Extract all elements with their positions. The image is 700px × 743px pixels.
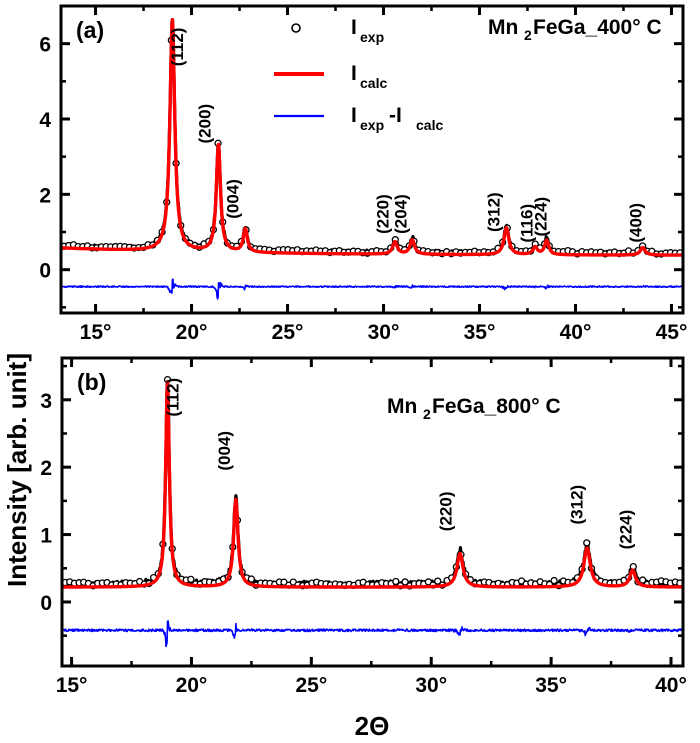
peak-label-224: (224) — [616, 510, 635, 550]
series-idiff — [62, 620, 683, 648]
marker-iexp — [187, 575, 195, 584]
x-tick-label: 20° — [176, 321, 208, 344]
sample-title-pre: Mn — [387, 395, 417, 418]
y-tick-label: 0 — [39, 260, 51, 283]
panel-content — [62, 375, 683, 648]
x-tick-label: 45° — [656, 321, 688, 344]
marker-iexp — [550, 576, 558, 585]
marker-iexp — [434, 577, 442, 585]
panel-label: (a) — [76, 17, 104, 43]
marker-iexp — [638, 576, 647, 584]
legend-label-icalc-base: I — [351, 62, 357, 85]
y-axis-title: Intensity [arb. unit] — [2, 353, 32, 587]
peak-label-220: (220) — [373, 194, 392, 234]
panel-b: (112) (004) (220) (312) (224) 15° 20° 25° 30° 35°… — [40, 356, 687, 697]
series-iexp-trace — [61, 17, 683, 257]
legend-label-idiff-sub: exp — [360, 117, 384, 133]
sample-title-pre: Mn — [488, 16, 518, 39]
x-tick-label: 15° — [80, 321, 112, 344]
peak-label-200: (200) — [196, 104, 215, 144]
y-tick-label: 4 — [39, 109, 51, 132]
sample-title: Mn 2 FeGa_400° C — [488, 16, 662, 43]
x-tick-label: 25° — [272, 321, 304, 344]
sample-title-post: FeGa_400° C — [533, 16, 662, 39]
peak-label-204: (204) — [392, 194, 411, 234]
legend-label-icalc-sub: calc — [360, 75, 387, 91]
x-tick-label: 25° — [295, 674, 327, 697]
x-tick-label: 30° — [368, 321, 400, 344]
x-tick-label: 40° — [560, 321, 592, 344]
y-tick-label: 2 — [39, 184, 51, 207]
peak-label-004: (004) — [224, 179, 243, 219]
panel-content — [61, 17, 683, 300]
x-tick-label: 30° — [415, 674, 447, 697]
y-tick-label: 2 — [40, 457, 52, 480]
y-tick-label: 3 — [40, 390, 52, 413]
peak-label-004: (004) — [215, 431, 234, 471]
peak-label-312: (312) — [567, 485, 586, 525]
peak-label-224: (224) — [532, 197, 551, 237]
series-iexp-markers — [61, 36, 683, 258]
plot-frame — [60, 356, 685, 668]
marker-iexp — [392, 577, 400, 586]
peak-label-312: (312) — [485, 192, 504, 232]
peak-label-112: (112) — [168, 28, 187, 67]
series-icalc — [61, 18, 683, 257]
legend-label-iexp-base: I — [351, 16, 357, 39]
sample-title-sub: 2 — [524, 27, 532, 43]
sample-title-sub: 2 — [423, 406, 431, 422]
peak-label-220: (220) — [437, 492, 456, 532]
series-idiff — [61, 278, 683, 300]
peak-label-112: (112) — [163, 378, 182, 417]
marker-iexp — [247, 575, 256, 583]
x-tick-label: 15° — [56, 674, 88, 697]
marker-iexp — [583, 539, 591, 547]
sample-title-post: FeGa_800° C — [432, 395, 561, 418]
x-tick-label: 35° — [535, 674, 567, 697]
panel-label: (b) — [77, 369, 106, 395]
x-tick-label: 20° — [176, 674, 208, 697]
panel-a: (112) (200) (004) (220) (204) (312) (116)(224)… — [39, 4, 688, 344]
legend-label-iexp-sub: exp — [360, 29, 384, 45]
plot-frame — [59, 4, 685, 315]
x-tick-label: 35° — [464, 321, 496, 344]
peak-label-116: (116) — [517, 204, 536, 243]
marker-iexp — [401, 578, 409, 586]
series-icalc — [62, 379, 683, 589]
sample-title: Mn 2 FeGa_800° C — [387, 395, 561, 422]
x-axis-title: 2Θ — [355, 711, 390, 741]
legend-label-idiff-base: I — [351, 104, 357, 127]
x-tick-label: 40° — [655, 674, 687, 697]
peak-label-400: (400) — [627, 203, 646, 243]
legend-label-idiff-sub2: calc — [416, 117, 443, 133]
legend-label-idiff-base2: -I — [389, 104, 402, 127]
y-tick-label: 6 — [39, 34, 51, 57]
y-tick-label: 0 — [40, 592, 52, 615]
y-tick-label: 1 — [40, 525, 52, 548]
legend-marker-iexp — [291, 23, 301, 33]
